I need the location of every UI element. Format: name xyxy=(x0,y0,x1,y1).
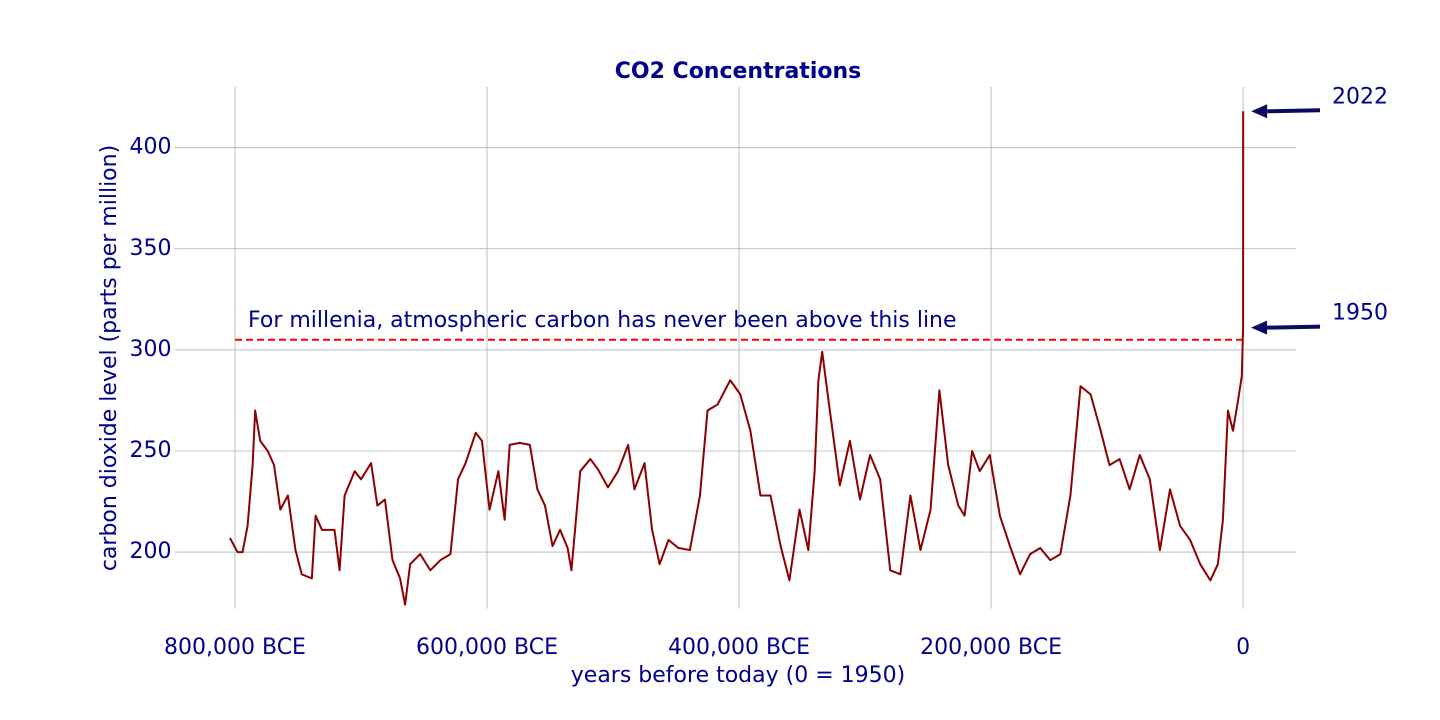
y-tick-label: 400 xyxy=(130,135,172,160)
x-tick-label: 200,000 BCE xyxy=(920,635,1062,660)
x-tick-label: 0 xyxy=(1236,635,1250,660)
annotation-arrow-head xyxy=(1251,320,1268,335)
y-tick-label: 300 xyxy=(130,337,172,362)
x-tick-label: 600,000 BCE xyxy=(416,635,558,660)
x-tick-label: 800,000 BCE xyxy=(164,635,306,660)
y-axis-label: carbon dioxide level (parts per million) xyxy=(97,145,122,571)
x-axis-label: years before today (0 = 1950) xyxy=(571,663,905,688)
annotation-text: 2022 xyxy=(1332,84,1388,109)
chart-title: CO2 Concentrations xyxy=(615,59,862,84)
x-tick-label: 400,000 BCE xyxy=(668,635,810,660)
y-tick-label: 350 xyxy=(130,236,172,261)
y-tick-label: 200 xyxy=(130,539,172,564)
annotation-text: 1950 xyxy=(1332,301,1388,326)
annotation-arrow-head xyxy=(1251,104,1268,119)
data-line xyxy=(229,111,1245,606)
annotation-arrow-shaft xyxy=(1267,108,1321,114)
y-tick-label: 250 xyxy=(130,438,172,463)
reference-label: For millenia, atmospheric carbon has nev… xyxy=(248,308,957,333)
annotation-arrow-shaft xyxy=(1267,324,1321,330)
